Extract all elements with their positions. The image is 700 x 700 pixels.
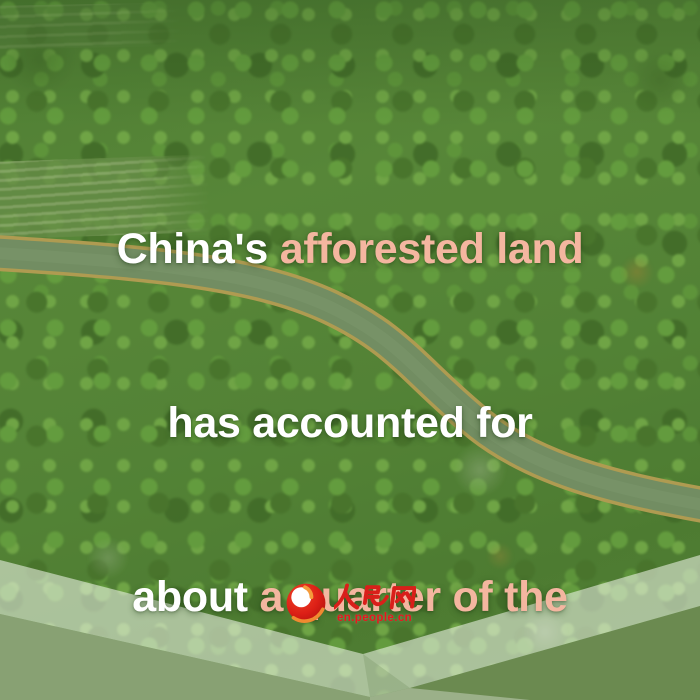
people-daily-swirl-icon (286, 583, 325, 623)
headline-text: has accounted for (167, 399, 533, 447)
headline-line: has accounted for (0, 394, 700, 452)
brand-logo: en.people.cn (0, 581, 700, 624)
brand-domain: en.people.cn (336, 612, 413, 624)
brand-name-hanzi (333, 583, 416, 610)
headline-highlight: afforested land (279, 225, 584, 273)
headline-text: China's (116, 225, 280, 273)
headline-text: about (132, 573, 260, 621)
headline-line: China's afforested land (0, 220, 700, 278)
